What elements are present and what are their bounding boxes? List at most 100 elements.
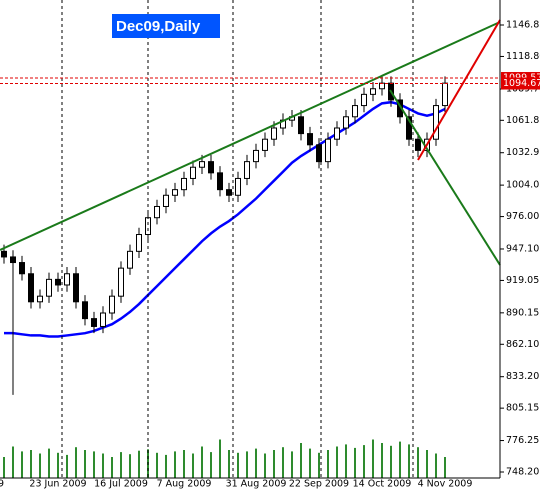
candle-body [136, 234, 142, 252]
trendline [417, 19, 501, 161]
y-tick-label: 862.10 [506, 339, 539, 350]
candle-body [433, 105, 439, 140]
volume-bar [255, 448, 257, 478]
x-tick-label: 22 Sep 2009 [289, 479, 349, 489]
x-tick-label: 7 Aug 2009 [157, 479, 212, 489]
y-tick-label: 1061.85 [506, 115, 540, 126]
volume-bar [318, 452, 320, 478]
candle-body [316, 144, 322, 163]
candle-body [262, 138, 268, 151]
candle-body [442, 82, 448, 107]
plot [1, 76, 448, 478]
x-tick-label: 16 Jul 2009 [94, 479, 148, 489]
price-tag [501, 77, 540, 90]
y-tick-label: 748.20 [506, 467, 539, 478]
volume-bar [345, 444, 347, 478]
candle-body [226, 189, 232, 196]
candle-body [28, 273, 34, 303]
candle-body [73, 273, 79, 303]
candle-body [100, 312, 106, 327]
volume-bar [264, 453, 266, 478]
x-tick-label: 14 Oct 2009 [353, 479, 412, 489]
volume-bar [237, 452, 239, 478]
y-tick-label: 1004.05 [506, 180, 540, 191]
candle-body [334, 127, 340, 140]
candle-body [271, 127, 277, 140]
volume-bar [138, 450, 140, 478]
volume-bar [102, 453, 104, 478]
candle-body [109, 295, 115, 314]
x-tick-label: 2009 [0, 479, 4, 489]
candle-body [406, 116, 412, 140]
volume-bar [219, 439, 221, 478]
candle-body [64, 273, 70, 286]
candle-body [46, 278, 52, 297]
candle-body [37, 295, 43, 303]
separators [61, 0, 414, 478]
candle-body [361, 93, 367, 107]
candle-body [415, 138, 421, 151]
volume-bar [192, 453, 194, 478]
candle-body [181, 177, 187, 191]
title-box [112, 14, 220, 38]
candle-body [154, 205, 160, 219]
volume-bar [84, 450, 86, 478]
volume-bar [210, 452, 212, 478]
moving-average [4, 100, 446, 338]
volume-bar [21, 451, 23, 478]
candle-body [118, 267, 124, 297]
volume-bar [327, 450, 329, 478]
candle-body [208, 161, 214, 174]
volume-bar [93, 451, 95, 478]
volume-bar [57, 452, 59, 478]
y-tick-label: 1032.95 [506, 147, 540, 158]
volume-bar [372, 439, 374, 478]
price-tag-label: 1094.67 [503, 78, 540, 89]
volume-bar [399, 441, 401, 478]
y-tick-label: 1118.80 [506, 51, 540, 62]
candle-body [10, 256, 16, 264]
candle-body [145, 217, 151, 236]
candle-body [307, 133, 313, 146]
candle-body [235, 177, 241, 196]
volume-bar [156, 452, 158, 478]
chart-title: Dec09,Daily [116, 18, 201, 35]
volume-bar [3, 457, 5, 478]
volume-bar [390, 445, 392, 478]
volume-bar [300, 443, 302, 478]
volume-bar [48, 448, 50, 478]
volume-bar [30, 450, 32, 478]
y-tick-label: 776.25 [506, 435, 539, 446]
candle-body [127, 250, 133, 269]
volume-bar [201, 446, 203, 478]
volume-bar [129, 454, 131, 478]
volume-bar [183, 450, 185, 478]
y-tick-label: 890.15 [506, 307, 539, 318]
candle-body [190, 166, 196, 179]
x-tick-label: 31 Aug 2009 [226, 479, 287, 489]
candle-body [343, 116, 349, 129]
candle-body [91, 318, 97, 327]
volume-bar [12, 446, 14, 478]
volume-bar [435, 453, 437, 478]
y-tick-label: 947.10 [506, 243, 539, 254]
volume-bar [174, 451, 176, 478]
volume-bar [228, 450, 230, 478]
candle-body [298, 116, 304, 135]
y-tick-label: 1146.85 [506, 20, 540, 31]
candle-body [1, 250, 7, 258]
candle-body [325, 138, 331, 163]
y-tick-label: 833.20 [506, 371, 539, 382]
volume-bar [426, 450, 428, 478]
candle-body [163, 194, 169, 207]
y-tick-label: 976.00 [506, 211, 539, 222]
candle-body [370, 88, 376, 95]
volume-bar [417, 447, 419, 478]
volume-bar [381, 443, 383, 478]
candle-body [352, 105, 358, 118]
volume-bar [354, 447, 356, 478]
y-tick-label: 805.15 [506, 403, 539, 414]
volume-bar [273, 450, 275, 478]
